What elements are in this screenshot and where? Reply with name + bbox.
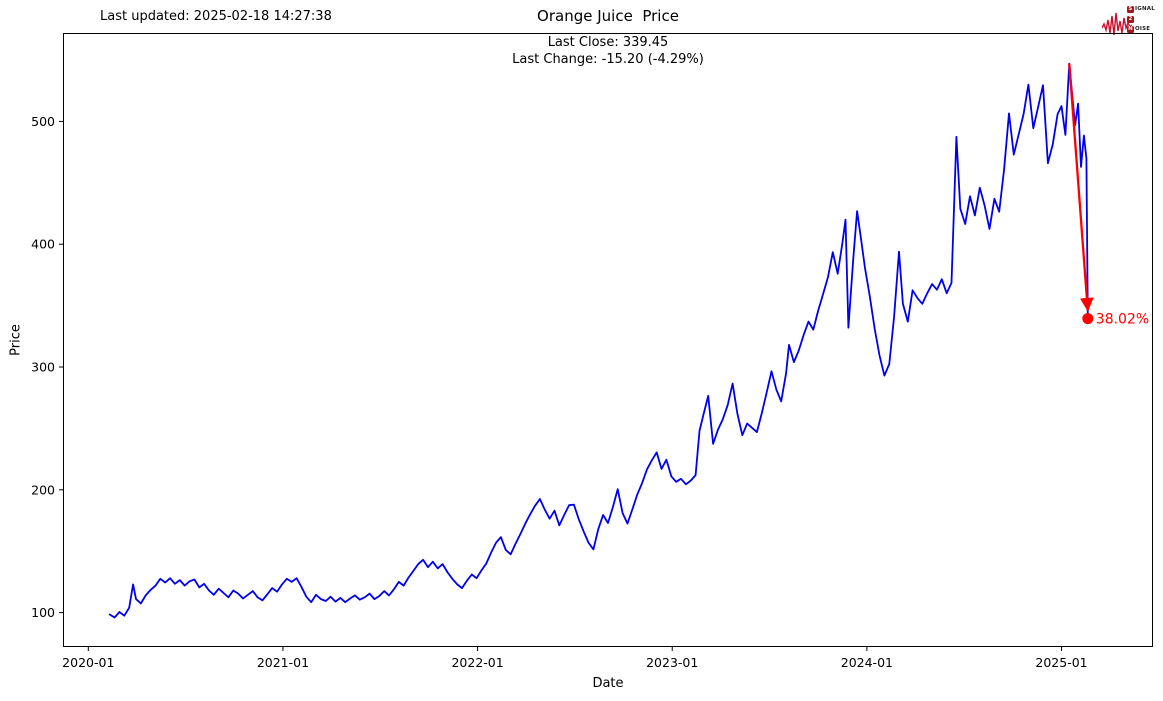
y-tick-label: 400 [31, 237, 55, 252]
drawdown-percent-label: 38.02% [1096, 312, 1149, 328]
x-tick-label: 2021-01 [257, 655, 309, 670]
logo-letter-s: S [1127, 5, 1134, 13]
logo-wordmark: S IGNAL 2 N OISE [1127, 5, 1155, 33]
logo-letter-2: 2 [1127, 15, 1134, 23]
drawdown-arrow [1068, 63, 1094, 312]
logo-letter-n: N [1127, 25, 1134, 33]
x-axis-ticks: 2020-01 2021-01 2022-01 2023-01 2024-01 2025-… [62, 647, 1088, 670]
x-tick-label: 2025-01 [1035, 655, 1087, 670]
x-tick-label: 2020-01 [62, 655, 114, 670]
last-change-text: Last Change: -15.20 (-4.29%) [512, 52, 704, 67]
drawdown-annotation: 38.02% [1068, 63, 1149, 328]
x-tick-label: 2022-01 [451, 655, 503, 670]
axes-frame [63, 33, 1153, 647]
last-price-dot [1082, 313, 1094, 325]
price-series-line [108, 62, 1089, 619]
x-tick-label: 2024-01 [841, 655, 893, 670]
y-tick-label: 100 [31, 605, 55, 620]
y-axis-label: Price [8, 324, 24, 356]
x-axis-label: Date [592, 676, 624, 691]
x-tick-label: 2023-01 [646, 655, 698, 670]
y-axis-ticks: 100 200 300 400 500 [31, 114, 63, 620]
chart-title: Orange Juice Price [537, 7, 679, 25]
signal2noise-logo: S IGNAL 2 N OISE [1102, 2, 1160, 42]
last-close-text: Last Close: 339.45 [547, 35, 669, 50]
y-tick-label: 500 [31, 114, 55, 129]
y-tick-label: 200 [31, 482, 55, 497]
last-updated-text: Last updated: 2025-02-18 14:27:38 [100, 9, 332, 24]
y-tick-label: 300 [31, 360, 55, 375]
